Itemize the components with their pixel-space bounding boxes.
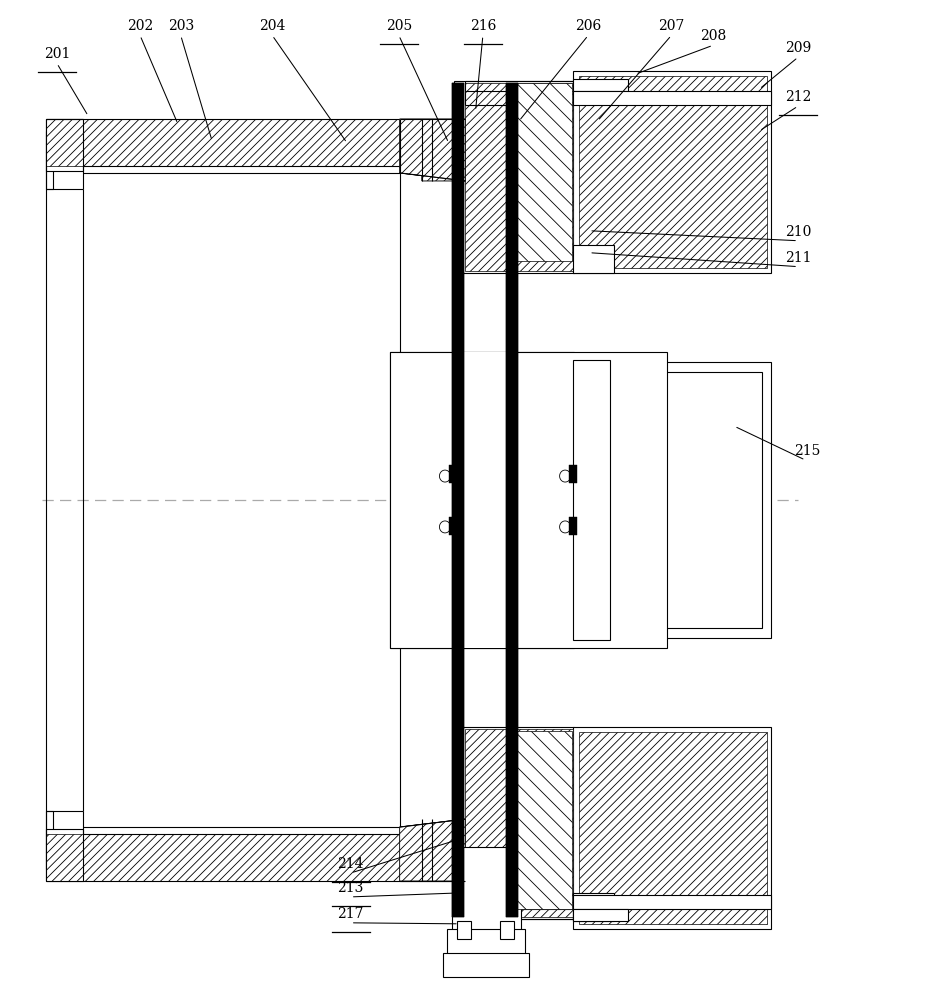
Bar xyxy=(389,352,575,648)
Text: 201: 201 xyxy=(44,47,70,61)
Bar xyxy=(449,465,457,483)
Bar xyxy=(573,79,628,91)
Bar xyxy=(454,727,575,919)
Bar xyxy=(389,352,667,648)
Bar xyxy=(464,352,507,648)
Bar xyxy=(573,71,771,273)
Text: 209: 209 xyxy=(785,41,811,55)
Text: 211: 211 xyxy=(785,251,811,265)
Bar xyxy=(573,895,771,909)
Bar xyxy=(506,83,518,917)
Text: 213: 213 xyxy=(337,881,364,895)
Text: 207: 207 xyxy=(658,19,685,33)
Bar xyxy=(45,811,53,869)
Text: 208: 208 xyxy=(700,29,726,43)
Text: 203: 203 xyxy=(168,19,194,33)
Bar xyxy=(452,83,464,917)
Text: 202: 202 xyxy=(127,19,153,33)
Bar xyxy=(443,125,460,143)
Text: 216: 216 xyxy=(470,19,496,33)
Polygon shape xyxy=(45,119,400,166)
Text: 210: 210 xyxy=(785,225,811,239)
Bar xyxy=(449,517,457,535)
Bar xyxy=(465,729,573,917)
Bar xyxy=(45,119,83,171)
Text: 212: 212 xyxy=(785,90,811,104)
Bar xyxy=(443,953,529,977)
Bar xyxy=(45,131,53,189)
Bar xyxy=(579,732,767,924)
Bar xyxy=(573,893,615,921)
Polygon shape xyxy=(400,119,465,181)
Bar xyxy=(400,390,444,450)
Bar xyxy=(501,921,514,939)
Bar xyxy=(452,83,464,917)
Polygon shape xyxy=(45,834,400,881)
Polygon shape xyxy=(400,819,465,881)
Bar xyxy=(443,859,460,877)
Bar xyxy=(569,465,578,483)
Polygon shape xyxy=(400,819,465,881)
Bar xyxy=(452,847,521,937)
Bar xyxy=(569,517,578,535)
Text: 215: 215 xyxy=(794,444,820,458)
Bar xyxy=(45,829,83,881)
Bar xyxy=(573,360,610,640)
Bar xyxy=(454,81,575,273)
Bar xyxy=(573,91,771,105)
Polygon shape xyxy=(422,119,465,181)
Polygon shape xyxy=(422,119,465,181)
Bar xyxy=(573,727,771,929)
Bar xyxy=(438,847,465,877)
Bar xyxy=(610,362,771,638)
Bar xyxy=(618,372,762,628)
Bar xyxy=(506,83,518,917)
Text: 204: 204 xyxy=(259,19,286,33)
Polygon shape xyxy=(400,119,465,181)
Bar xyxy=(579,76,767,268)
Bar xyxy=(512,83,572,261)
Text: 206: 206 xyxy=(575,19,602,33)
Bar xyxy=(447,929,526,961)
Bar xyxy=(465,83,573,271)
Bar xyxy=(457,921,471,939)
Text: 205: 205 xyxy=(386,19,412,33)
Text: 214: 214 xyxy=(337,857,364,871)
Bar xyxy=(573,245,615,273)
Bar xyxy=(438,123,465,153)
Bar xyxy=(573,909,628,921)
Text: 217: 217 xyxy=(337,907,364,921)
Bar xyxy=(512,731,572,909)
Bar xyxy=(400,550,444,610)
